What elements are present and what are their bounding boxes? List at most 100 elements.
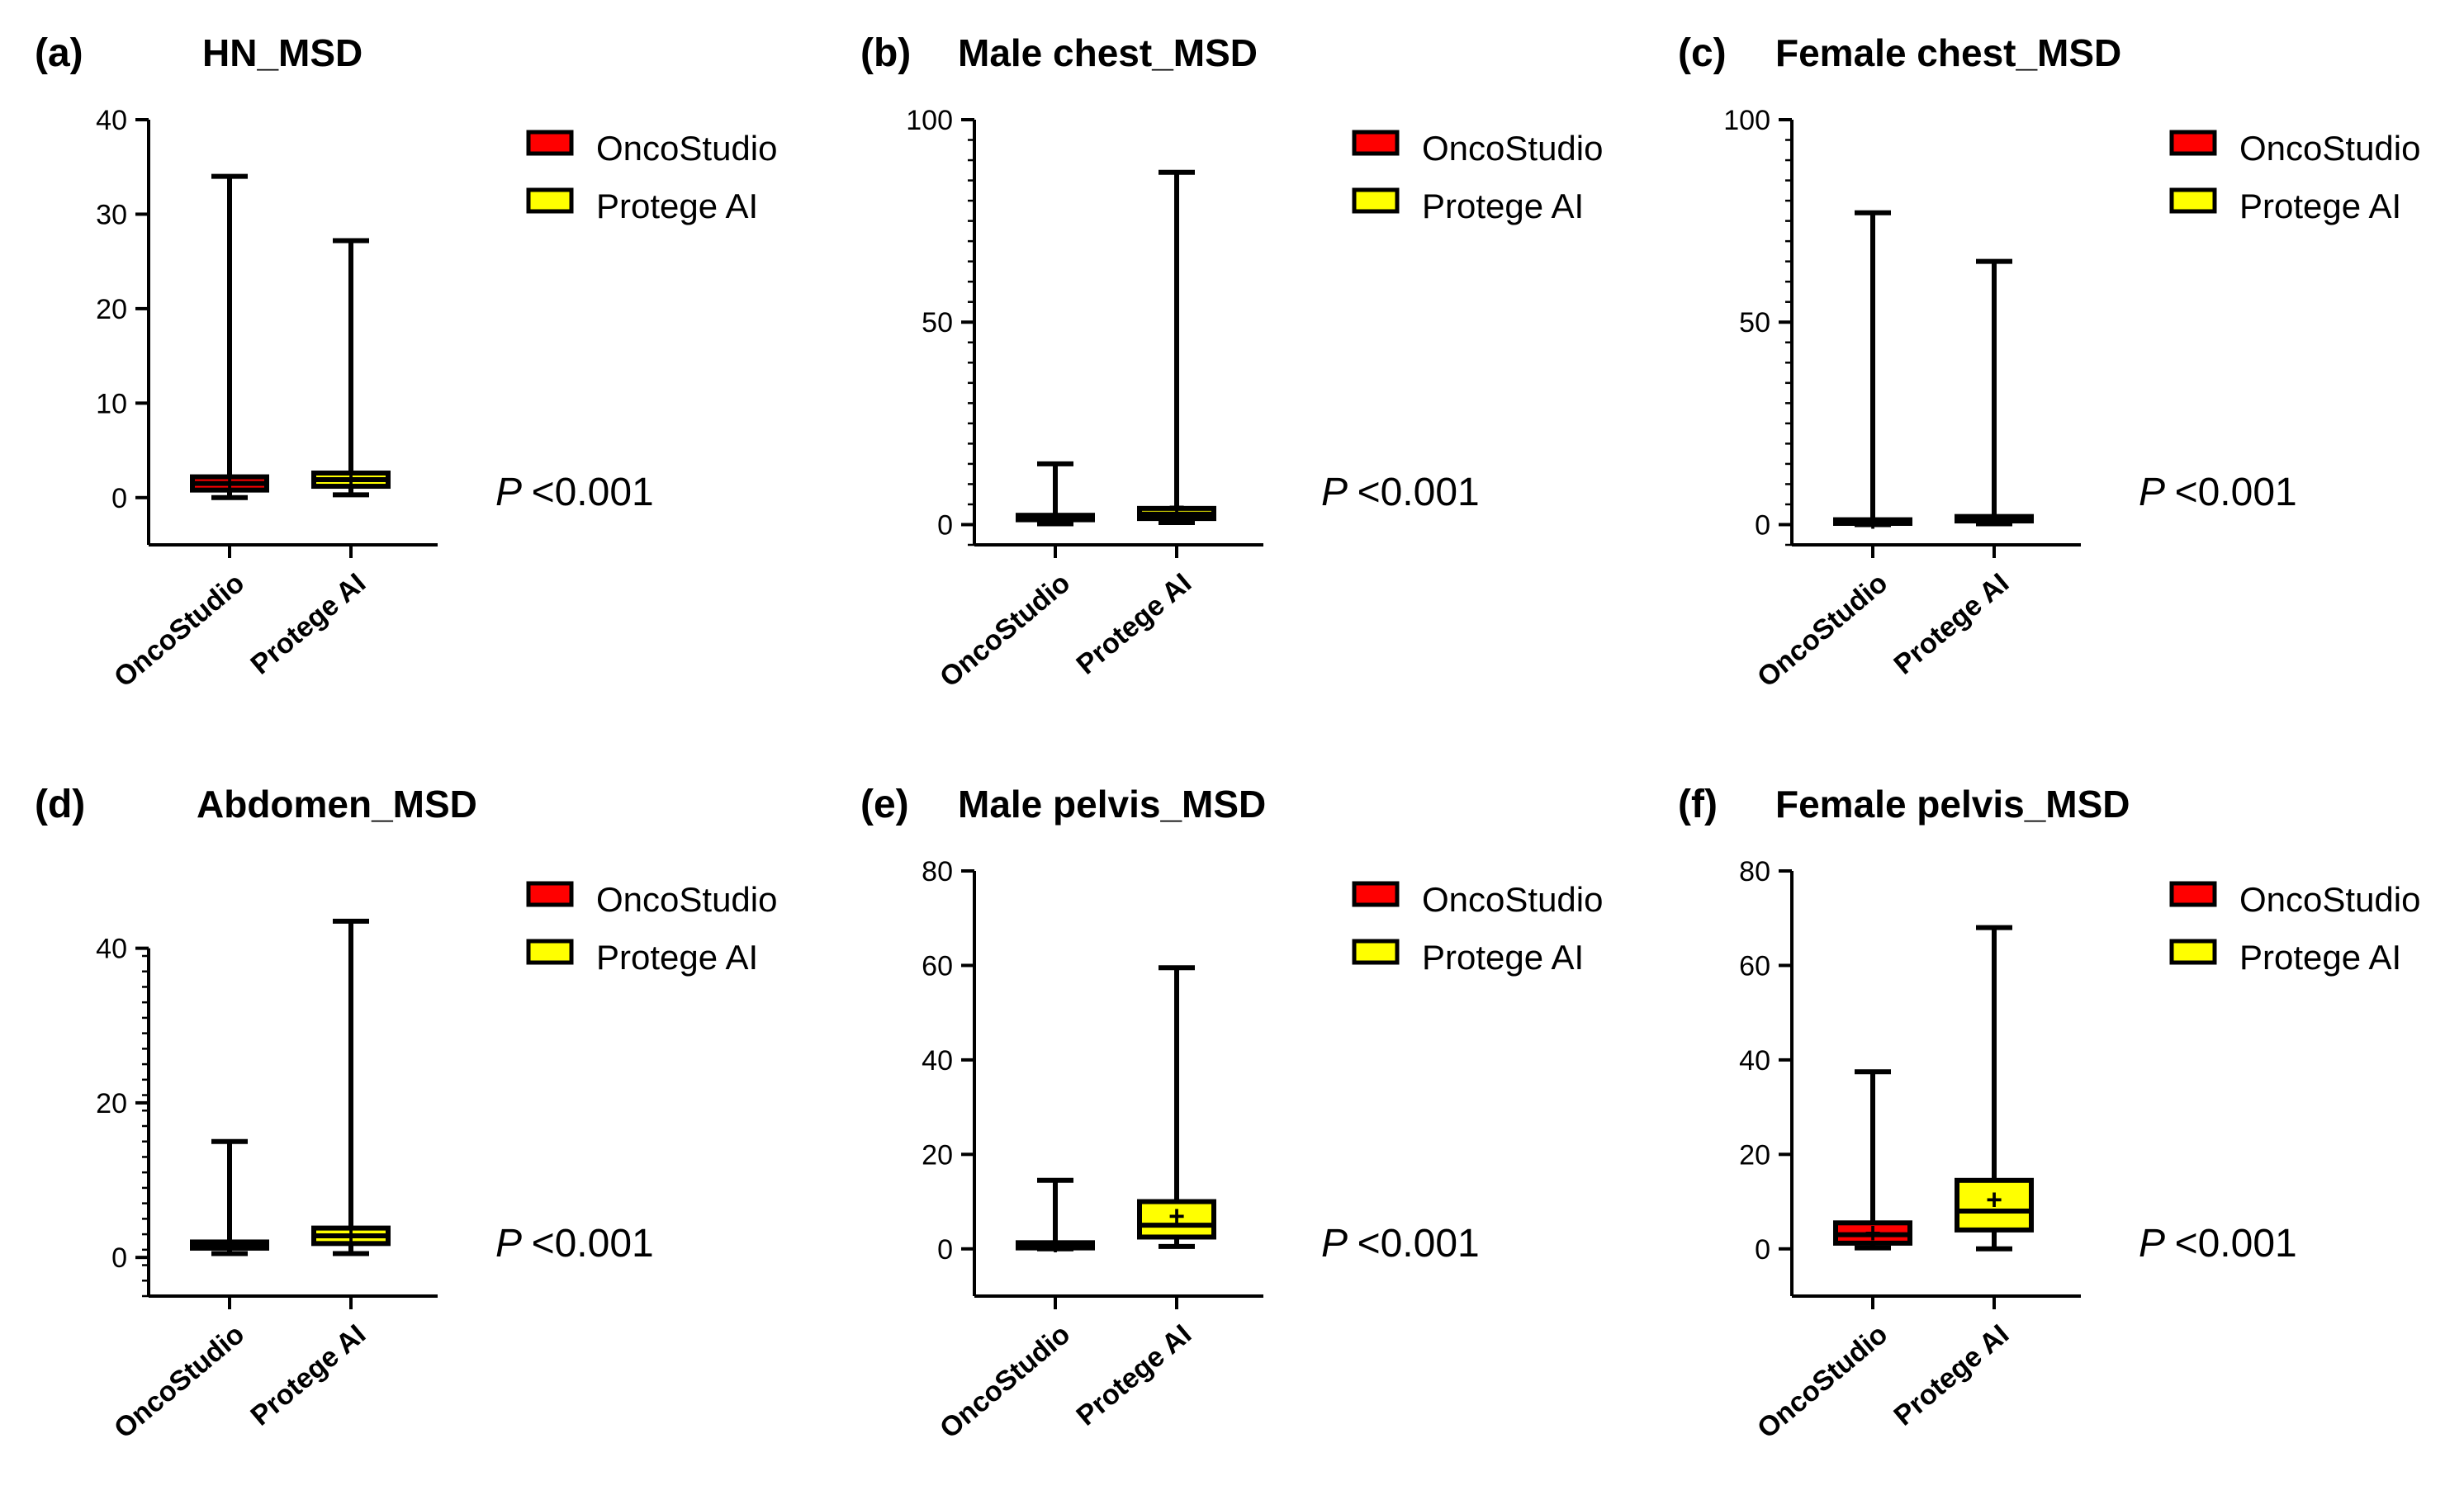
panel-title: Male pelvis_MSD bbox=[958, 783, 1266, 826]
panel-title: Male chest_MSD bbox=[958, 31, 1258, 74]
panel-label: (d) bbox=[35, 783, 85, 826]
mean-marker: + bbox=[221, 1228, 238, 1260]
x-category-label: Protege AI bbox=[1888, 567, 2015, 681]
legend-label: Protege AI bbox=[596, 938, 758, 977]
p-value: P <0.001 bbox=[1321, 1222, 1480, 1266]
legend-swatch-oncostudio bbox=[526, 881, 574, 907]
panel-title: Abdomen_MSD bbox=[197, 783, 477, 826]
x-category-label: Protege AI bbox=[1070, 1318, 1197, 1432]
y-tick-label: 0 bbox=[111, 1242, 127, 1274]
mean-marker: + bbox=[1047, 502, 1064, 533]
box-protege bbox=[1137, 1199, 1216, 1240]
p-symbol: P bbox=[1321, 471, 1358, 514]
panel-label: (a) bbox=[35, 31, 83, 75]
y-tick-label: 0 bbox=[1755, 509, 1770, 541]
y-tick-label: 10 bbox=[96, 388, 127, 419]
p-value-text: <0.001 bbox=[1358, 471, 1480, 514]
legend-label: Protege AI bbox=[1422, 938, 1584, 977]
legend-label: Protege AI bbox=[596, 187, 758, 225]
y-tick-label: 80 bbox=[1739, 856, 1770, 887]
legend-swatch-oncostudio bbox=[2169, 130, 2217, 156]
mean-marker: + bbox=[1865, 506, 1881, 537]
y-tick-label: 40 bbox=[96, 105, 127, 136]
p-value-text: <0.001 bbox=[532, 471, 654, 514]
p-value-text: <0.001 bbox=[532, 1222, 654, 1266]
mean-marker: + bbox=[1986, 1185, 2002, 1216]
panel-3: (d) Abdomen_MSD 0 20 40 OncoStudio Protege AI +… bbox=[35, 783, 777, 1445]
y-tick-label: 0 bbox=[1755, 1234, 1770, 1266]
legend-swatch-protege bbox=[2169, 939, 2217, 965]
y-tick-label: 0 bbox=[111, 483, 127, 514]
x-category-label: OncoStudio bbox=[108, 1318, 250, 1445]
p-value: P <0.001 bbox=[495, 471, 654, 514]
legend-swatch-protege bbox=[2169, 187, 2217, 214]
panel-title: HN_MSD bbox=[202, 31, 362, 74]
y-tick-label: 20 bbox=[1739, 1139, 1770, 1171]
y-tick-label: 0 bbox=[937, 1234, 953, 1266]
panel-2: (c) Female chest_MSD050100OncoStudioProte… bbox=[1678, 31, 2420, 693]
p-value-text: <0.001 bbox=[2175, 471, 2297, 514]
panel-5: (f) Female pelvis_MSD020406080OncoStudioP… bbox=[1678, 783, 2420, 1445]
panel-label: (c) bbox=[1678, 31, 1727, 75]
legend-label: Protege AI bbox=[2239, 187, 2401, 225]
y-tick-label: 0 bbox=[937, 509, 953, 541]
y-tick-label: 20 bbox=[96, 294, 127, 325]
x-category-label: Protege AI bbox=[244, 567, 372, 681]
p-value-text: <0.001 bbox=[1358, 1222, 1480, 1266]
y-tick-label: 20 bbox=[922, 1139, 953, 1171]
y-tick-label: 50 bbox=[922, 307, 953, 338]
legend-swatch-oncostudio bbox=[1352, 130, 1400, 156]
legend-swatch-oncostudio bbox=[526, 130, 574, 156]
p-symbol: P bbox=[495, 471, 532, 514]
y-tick-label: 30 bbox=[96, 199, 127, 230]
x-category-label: OncoStudio bbox=[1751, 1318, 1893, 1445]
y-tick-label: 100 bbox=[906, 105, 953, 136]
legend-label: OncoStudio bbox=[596, 129, 777, 168]
p-symbol: P bbox=[1321, 1222, 1358, 1266]
y-tick-label: 60 bbox=[922, 950, 953, 982]
mean-marker: + bbox=[1047, 1230, 1064, 1261]
panel-4: (e) Male pelvis_MSD020406080OncoStudioPro… bbox=[860, 783, 1603, 1445]
y-tick-label: 80 bbox=[922, 856, 953, 887]
x-category-label: OncoStudio bbox=[934, 567, 1076, 693]
panel-1: (b) Male chest_MSD050100OncoStudioProtege… bbox=[860, 31, 1603, 693]
panel-label: (e) bbox=[860, 783, 909, 826]
panel-title: Female chest_MSD bbox=[1775, 31, 2121, 74]
mean-marker: + bbox=[343, 1221, 359, 1252]
y-tick-label: 40 bbox=[922, 1045, 953, 1076]
x-category-label: OncoStudio bbox=[108, 567, 250, 693]
y-tick-label: 20 bbox=[96, 1088, 127, 1119]
y-tick-label: 40 bbox=[96, 934, 127, 965]
legend-swatch-protege bbox=[526, 939, 574, 965]
x-category-label: OncoStudio bbox=[934, 1318, 1076, 1445]
mean-marker: + bbox=[1986, 504, 2002, 535]
p-symbol: P bbox=[2139, 471, 2175, 514]
box-protege bbox=[1955, 1177, 2034, 1233]
legend-label: OncoStudio bbox=[2239, 129, 2420, 168]
legend-swatch-protege bbox=[1352, 187, 1400, 214]
y-tick-label: 50 bbox=[1739, 307, 1770, 338]
p-value: P <0.001 bbox=[2139, 1222, 2297, 1266]
legend-label: Protege AI bbox=[1422, 187, 1584, 225]
x-category-label: Protege AI bbox=[1888, 1318, 2015, 1432]
p-value: P <0.001 bbox=[1321, 471, 1480, 514]
p-symbol: P bbox=[495, 1222, 532, 1266]
mean-marker: + bbox=[1865, 1218, 1881, 1249]
mean-marker: + bbox=[221, 467, 238, 499]
p-value-text: <0.001 bbox=[2175, 1222, 2297, 1266]
legend-label: OncoStudio bbox=[596, 880, 777, 919]
panel-label: (b) bbox=[860, 31, 911, 75]
legend-swatch-protege bbox=[1352, 939, 1400, 965]
p-symbol: P bbox=[2139, 1222, 2175, 1266]
y-tick-label: 100 bbox=[1723, 105, 1770, 136]
panel-title: Female pelvis_MSD bbox=[1775, 783, 2130, 826]
x-category-label: Protege AI bbox=[1070, 567, 1197, 681]
y-tick-label: 60 bbox=[1739, 950, 1770, 982]
p-value: P <0.001 bbox=[495, 1222, 654, 1266]
x-category-label: OncoStudio bbox=[1751, 567, 1893, 693]
p-value: P <0.001 bbox=[2139, 471, 2297, 514]
legend-label: OncoStudio bbox=[1422, 129, 1603, 168]
legend-swatch-protege bbox=[526, 187, 574, 214]
